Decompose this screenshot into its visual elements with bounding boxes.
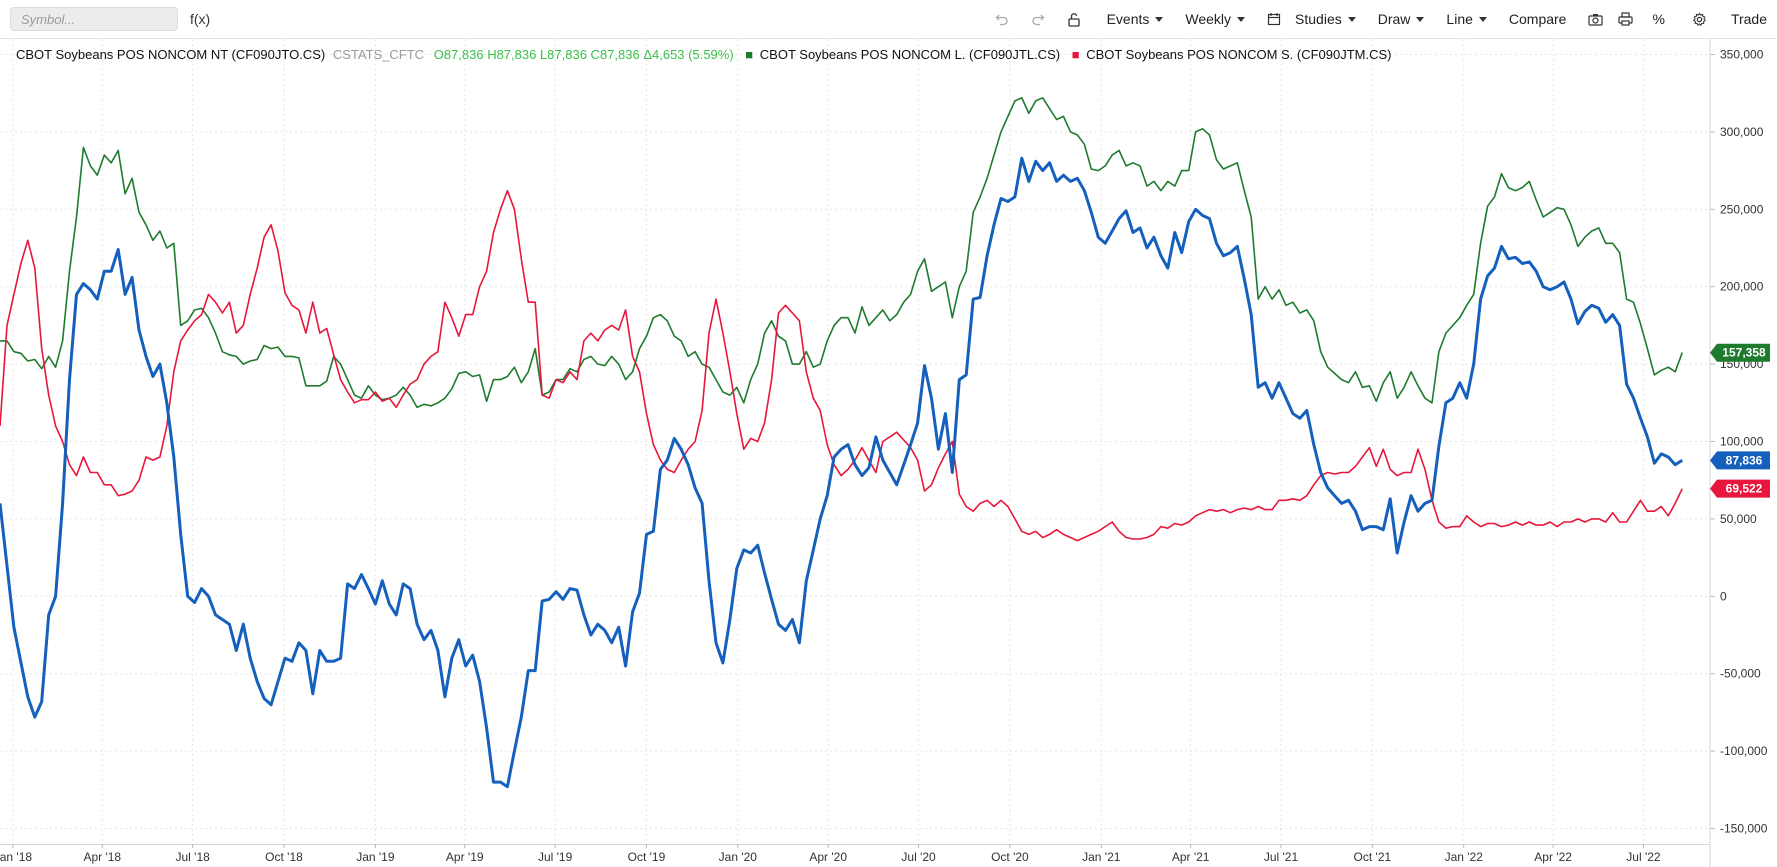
trade-label: Trade xyxy=(1730,11,1767,27)
draw-label: Draw xyxy=(1377,11,1411,27)
last-value-badge-long: 157,358 xyxy=(1710,343,1770,362)
x-tick-label: Oct '21 xyxy=(1354,850,1392,864)
svg-text:CBOT Soybeans POS NONCOM NT (C: CBOT Soybeans POS NONCOM NT (CF090JTO.CS… xyxy=(16,47,1392,62)
badge-shape xyxy=(1710,479,1770,498)
x-axis: Jan '18 Apr '18 Jul '18 Oct '18 Jan '19 Apr '… xyxy=(0,844,1710,864)
badge-label: 87,836 xyxy=(1726,453,1763,467)
last-value-badge-short: 69,522 xyxy=(1710,479,1770,498)
calendar-icon[interactable] xyxy=(1263,8,1285,30)
y-tick-label: 100,000 xyxy=(1720,435,1764,449)
x-tick-label: Oct '20 xyxy=(991,850,1029,864)
series-line-long xyxy=(0,97,1683,409)
legend-series3-name: CBOT Soybeans POS NONCOM S. (CF090JTM.CS… xyxy=(1086,47,1391,62)
last-value-badge-net: 87,836 xyxy=(1710,451,1770,470)
y-tick-label: 50,000 xyxy=(1720,512,1757,526)
badge-label: 157,358 xyxy=(1722,346,1766,360)
legend-series2-name: CBOT Soybeans POS NONCOM L. (CF090JTL.CS… xyxy=(760,47,1060,62)
badge-label: 69,522 xyxy=(1726,482,1763,496)
legend-series2-swatch: ■ xyxy=(745,47,753,62)
badge-shape xyxy=(1710,343,1770,362)
x-tick-label: Oct '19 xyxy=(628,850,666,864)
symbol-search-input[interactable] xyxy=(10,7,178,31)
studies-menu-button[interactable]: Studies xyxy=(1295,11,1356,27)
draw-menu-button[interactable]: Draw xyxy=(1378,11,1425,27)
x-tick-label: Jan '21 xyxy=(1082,850,1121,864)
last-value-badges: 87,836 157,358 69,522 xyxy=(1710,343,1770,498)
x-tick-label: Oct '18 xyxy=(265,850,303,864)
x-tick-label: Jul '22 xyxy=(1626,850,1661,864)
legend-series1-name: CBOT Soybeans POS NONCOM NT (CF090JTO.CS… xyxy=(16,47,325,62)
series-line-short xyxy=(0,189,1683,542)
y-tick-label: -150,000 xyxy=(1720,822,1768,836)
print-icon[interactable] xyxy=(1614,8,1636,30)
interval-label: Weekly xyxy=(1185,11,1232,27)
x-tick-label: Jan '18 xyxy=(0,850,32,864)
x-tick-label: Apr '20 xyxy=(809,850,847,864)
chart-type-label: Line xyxy=(1446,11,1473,27)
series-line-net xyxy=(0,156,1683,789)
function-button[interactable]: f(x) xyxy=(190,11,211,27)
unlock-icon[interactable] xyxy=(1063,8,1085,30)
price-chart[interactable]: Jan '18 Apr '18 Jul '18 Oct '18 Jan '19 Apr '… xyxy=(0,39,1777,867)
percent-scale-button[interactable]: % xyxy=(1652,11,1664,27)
chevron-down-icon xyxy=(1347,16,1356,22)
grid xyxy=(0,39,1710,844)
gear-icon[interactable] xyxy=(1689,8,1711,30)
toolbar-actions: Events Weekly Studies Draw Line Compare … xyxy=(977,0,1767,38)
chart-type-menu-button[interactable]: Line xyxy=(1446,11,1487,27)
x-tick-label: Jul '20 xyxy=(901,850,936,864)
chart-area[interactable]: Jan '18 Apr '18 Jul '18 Oct '18 Jan '19 Apr '… xyxy=(0,39,1777,867)
x-tick-label: Apr '18 xyxy=(83,850,121,864)
y-tick-label: 0 xyxy=(1720,589,1727,603)
y-tick-label: 250,000 xyxy=(1720,202,1764,216)
x-tick-label: Jul '19 xyxy=(538,850,573,864)
compare-button[interactable]: Compare xyxy=(1509,11,1567,27)
percent-label: % xyxy=(1652,11,1665,27)
legend-series3-swatch: ■ xyxy=(1072,47,1080,62)
toolbar: f(x) Events Weekly Studies Draw Line Com… xyxy=(0,0,1777,39)
redo-icon[interactable] xyxy=(1027,8,1049,30)
y-tick-label: -50,000 xyxy=(1720,667,1761,681)
trade-button[interactable]: Trade xyxy=(1731,11,1767,27)
events-menu-button[interactable]: Events xyxy=(1107,11,1164,27)
y-axis: 350,000300,000250,000200,000150,000100,0… xyxy=(1709,39,1768,867)
y-tick-label: 200,000 xyxy=(1720,280,1764,294)
chevron-down-icon xyxy=(1416,16,1425,22)
x-tick-label: Jul '18 xyxy=(175,850,210,864)
legend: CBOT Soybeans POS NONCOM NT (CF090JTO.CS… xyxy=(16,47,1392,62)
x-tick-label: Apr '19 xyxy=(446,850,484,864)
x-tick-label: Jan '19 xyxy=(356,850,395,864)
studies-label: Studies xyxy=(1295,11,1342,27)
y-tick-label: 300,000 xyxy=(1720,125,1764,139)
chevron-down-icon xyxy=(1155,16,1164,22)
y-tick-label: -100,000 xyxy=(1720,744,1768,758)
y-tick-label: 350,000 xyxy=(1720,47,1764,61)
legend-series1-ohlc: O87,836 H87,836 L87,836 C87,836 Δ4,653 (… xyxy=(434,47,734,62)
x-tick-label: Jan '20 xyxy=(719,850,758,864)
x-tick-label: Jan '22 xyxy=(1445,850,1484,864)
chevron-down-icon xyxy=(1237,16,1246,22)
undo-icon[interactable] xyxy=(991,8,1013,30)
x-tick-label: Jul '21 xyxy=(1264,850,1299,864)
legend-series1-source: CSTATS_CFTC xyxy=(333,47,424,62)
compare-label: Compare xyxy=(1508,11,1567,27)
series xyxy=(0,97,1683,789)
events-label: Events xyxy=(1106,11,1150,27)
camera-icon[interactable] xyxy=(1584,8,1606,30)
x-tick-label: Apr '22 xyxy=(1534,850,1572,864)
x-tick-label: Apr '21 xyxy=(1172,850,1210,864)
interval-menu-button[interactable]: Weekly xyxy=(1185,11,1246,27)
badge-shape xyxy=(1710,451,1770,470)
chevron-down-icon xyxy=(1478,16,1487,22)
